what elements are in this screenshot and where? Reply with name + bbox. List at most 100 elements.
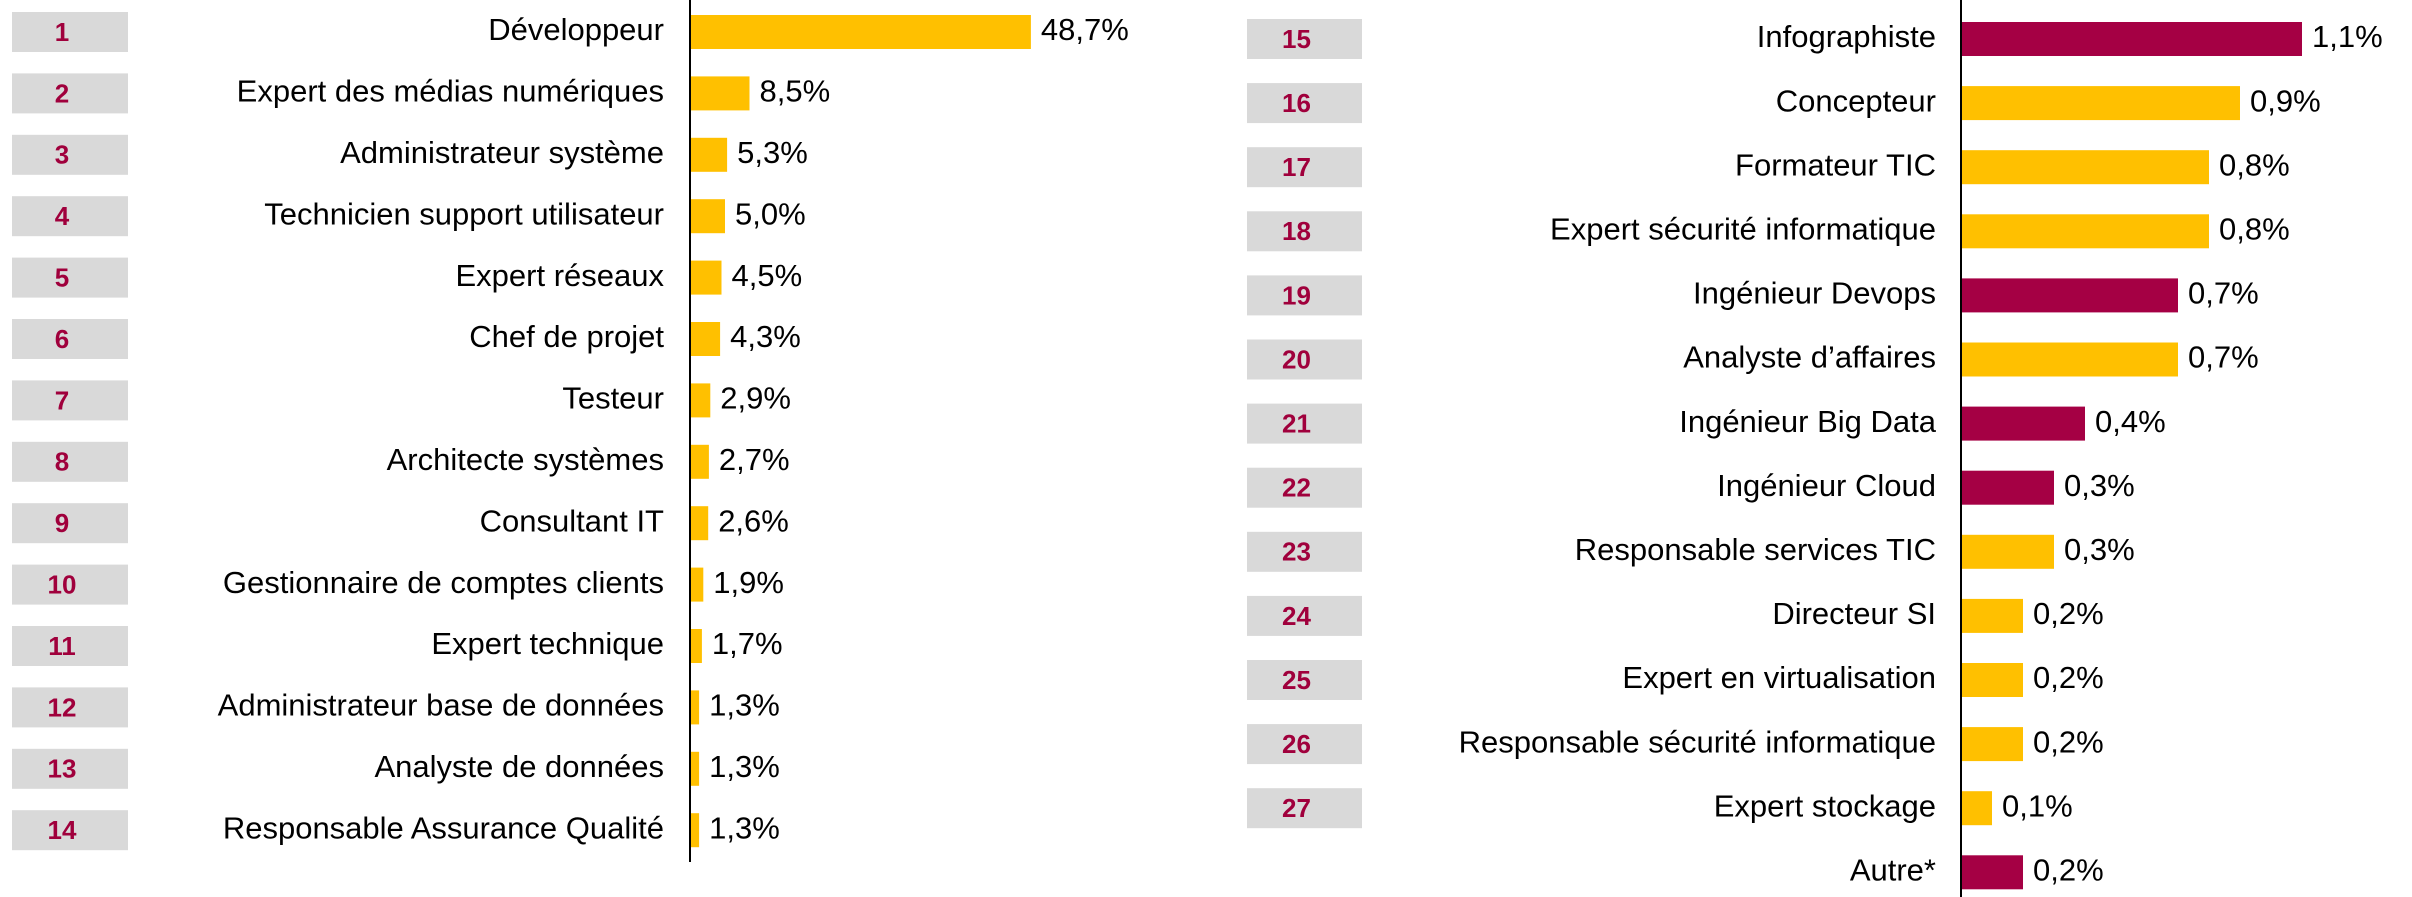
rank-box — [12, 626, 128, 666]
category-label: Responsable services TIC — [1575, 532, 1936, 567]
rank-box — [1247, 339, 1362, 380]
value-label: 0,7% — [2188, 276, 2259, 311]
rank: 23 — [1282, 537, 1311, 567]
bar — [690, 15, 1031, 49]
bar — [690, 444, 709, 479]
category-label: Autre* — [1850, 852, 1936, 887]
category-label: Consultant IT — [480, 503, 664, 538]
rank: 7 — [55, 385, 69, 415]
rank: 11 — [48, 631, 76, 661]
rank: 17 — [1282, 152, 1311, 182]
rank-box — [1247, 660, 1362, 700]
rank-box — [12, 687, 128, 728]
category-label: Expert des médias numériques — [237, 74, 664, 109]
value-label: 0,3% — [2064, 532, 2135, 567]
rank-box — [1247, 531, 1362, 572]
bar — [1961, 663, 2023, 697]
bar — [690, 751, 700, 786]
bar — [1961, 470, 2054, 505]
category-label: Responsable Assurance Qualité — [223, 810, 664, 845]
value-label: 0,8% — [2219, 147, 2290, 182]
rank-box — [1247, 147, 1362, 188]
category-label: Testeur — [562, 381, 664, 416]
category-label: Administrateur système — [340, 135, 664, 170]
value-label: 0,4% — [2095, 404, 2166, 439]
bar — [1961, 86, 2240, 121]
rank-box — [1247, 595, 1362, 636]
rank-box — [1247, 19, 1362, 59]
rank-box — [12, 564, 128, 605]
category-label: Expert stockage — [1714, 788, 1936, 823]
value-label: 2,7% — [719, 442, 790, 477]
rank: 15 — [1282, 24, 1311, 54]
rank-box — [12, 73, 128, 114]
rank: 26 — [1282, 729, 1311, 759]
bar — [690, 813, 700, 848]
rank-box — [1247, 83, 1362, 124]
value-label: 0,2% — [2033, 852, 2104, 887]
rank: 10 — [48, 569, 77, 599]
rank-box — [12, 196, 128, 237]
bar — [690, 322, 721, 356]
rank: 18 — [1282, 216, 1311, 246]
rank-box — [12, 503, 128, 544]
bar — [1961, 534, 2054, 569]
bar — [1961, 791, 1992, 826]
value-label: 0,9% — [2250, 83, 2321, 118]
value-label: 0,2% — [2033, 596, 2104, 631]
value-label: 0,7% — [2188, 340, 2259, 375]
category-label: Directeur SI — [1772, 596, 1936, 631]
value-label: 0,2% — [2033, 724, 2104, 759]
category-label: Expert technique — [431, 626, 664, 661]
value-label: 1,9% — [713, 565, 784, 600]
value-label: 1,3% — [709, 810, 780, 845]
value-label: 5,3% — [737, 135, 808, 170]
bar — [1961, 598, 2023, 633]
bar — [690, 260, 722, 295]
bar — [690, 76, 750, 111]
rank-box — [12, 810, 128, 851]
value-label: 0,2% — [2033, 660, 2104, 695]
category-label: Technicien support utilisateur — [264, 196, 664, 231]
category-label: Ingénieur Devops — [1693, 276, 1936, 311]
rank: 2 — [55, 78, 69, 108]
category-label: Ingénieur Big Data — [1679, 404, 1937, 439]
rank-box — [1247, 275, 1362, 316]
rank: 24 — [1282, 601, 1311, 631]
rank: 13 — [48, 754, 77, 784]
rank-box — [12, 257, 128, 298]
rank: 12 — [48, 692, 77, 722]
category-label: Expert réseaux — [456, 258, 665, 293]
bar — [690, 383, 711, 418]
value-label: 1,1% — [2312, 19, 2383, 54]
value-label: 1,3% — [709, 749, 780, 784]
value-label: 2,6% — [718, 503, 789, 538]
rank-box — [1247, 211, 1362, 252]
category-label: Concepteur — [1776, 83, 1936, 118]
rank-box — [1247, 403, 1362, 444]
rank: 21 — [1282, 408, 1311, 438]
value-label: 4,3% — [730, 319, 801, 354]
rank-box — [12, 134, 128, 175]
rank: 27 — [1282, 793, 1311, 823]
category-label: Architecte systèmes — [387, 442, 664, 477]
rank: 8 — [55, 447, 69, 477]
value-label: 1,7% — [712, 626, 783, 661]
bar — [690, 567, 704, 602]
rank: 6 — [55, 324, 69, 354]
value-label: 0,1% — [2002, 788, 2073, 823]
category-label: Analyste d’affaires — [1683, 340, 1936, 375]
value-label: 0,3% — [2064, 468, 2135, 503]
rank: 1 — [55, 17, 69, 47]
rank-box — [1247, 467, 1362, 508]
rank-box — [12, 748, 128, 789]
category-label: Ingénieur Cloud — [1717, 468, 1936, 503]
bar — [1961, 150, 2209, 185]
category-label: Expert en virtualisation — [1622, 660, 1936, 695]
category-label: Responsable sécurité informatique — [1459, 724, 1936, 759]
rank: 16 — [1282, 88, 1311, 118]
rank: 3 — [55, 140, 69, 170]
rank: 9 — [55, 508, 69, 538]
bar — [690, 506, 709, 541]
